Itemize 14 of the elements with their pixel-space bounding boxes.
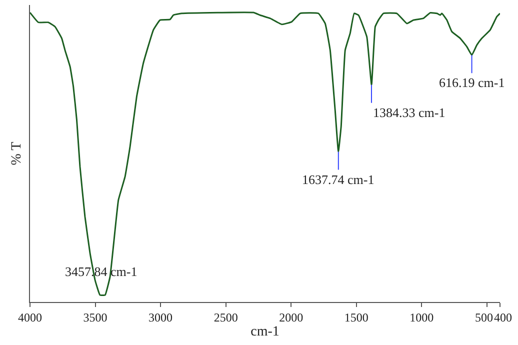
x-tick-label: 3000 <box>148 310 173 324</box>
x-tick-label: 2500 <box>214 310 238 324</box>
x-tick-label: 4000 <box>18 310 42 324</box>
x-tick-label: 1500 <box>344 310 368 324</box>
x-tick-label: 1000 <box>410 310 434 324</box>
annotation: 1637.74 cm-1 <box>302 172 374 187</box>
x-tick-label: 3500 <box>83 310 108 324</box>
annotation: 616.19 cm-1 <box>439 75 505 90</box>
y-axis-title: % T <box>10 141 25 166</box>
x-tick-label: 500 <box>474 310 493 324</box>
x-tick-label: 2000 <box>279 310 304 324</box>
annotation: 1384.33 cm-1 <box>373 105 446 120</box>
x-axis-title: cm-1 <box>250 324 280 340</box>
x-tick-label: 400 <box>494 310 512 324</box>
